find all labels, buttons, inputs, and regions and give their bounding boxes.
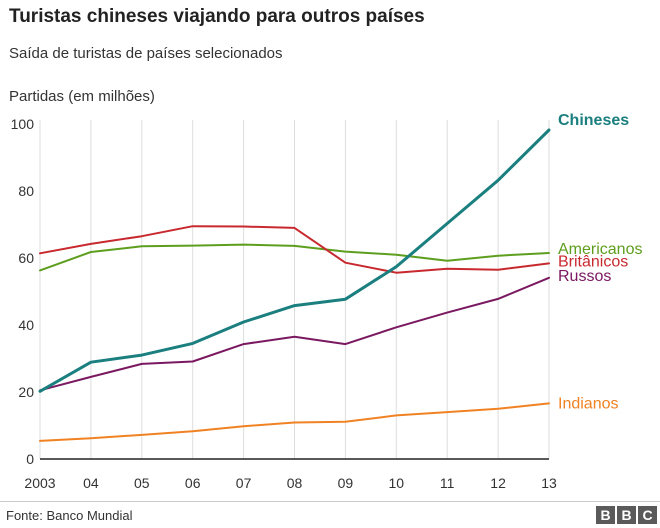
series-line-indianos [39,402,550,442]
y-axis-label: Partidas (em milhões) [9,88,155,105]
x-tick-label: 06 [185,475,201,491]
series-line-britânicos [39,225,550,274]
bbc-logo-letter: B [617,506,636,524]
line-chart: 2003 04 05 06 07 08 09 10 11 12 13 0 20 40 60 80 100 Chin… [11,112,643,491]
series-line-americanos [39,243,550,272]
x-tick-label: 10 [389,475,405,491]
x-tick-label: 04 [83,475,99,491]
footer-divider [0,501,660,502]
y-tick-label: 100 [11,116,35,132]
source-note: Fonte: Banco Mundial [6,508,133,523]
series-line-russos [39,276,550,392]
x-tick-label: 2003 [24,475,55,491]
bbc-logo: B B C [596,506,657,524]
x-tick-label: 13 [541,475,557,491]
series-label-russos: Russos [558,268,611,285]
y-tick-label: 80 [18,183,34,199]
x-tick-label: 07 [236,475,252,491]
y-tick-label: 0 [26,451,34,467]
x-tick-label: 09 [338,475,354,491]
x-tick-label: 08 [287,475,303,491]
bbc-logo-letter: C [638,506,657,524]
chart-subtitle: Saída de turistas de países selecionados [9,45,283,62]
series-label-chineses: Chineses [558,112,629,129]
x-tick-label: 05 [134,475,150,491]
y-tick-label: 20 [18,384,34,400]
x-tick-label: 11 [440,475,455,491]
y-tick-label: 60 [18,250,34,266]
series-label-indianos: Indianos [558,395,619,412]
series-label-americanos: Americanos [558,241,642,258]
series-line-chineses [38,128,551,393]
series-label-britânicos: Britânicos [558,253,628,270]
y-tick-label: 40 [18,317,34,333]
x-tick-label: 12 [490,475,506,491]
bbc-logo-letter: B [596,506,615,524]
chart-title: Turistas chineses viajando para outros p… [9,6,425,27]
